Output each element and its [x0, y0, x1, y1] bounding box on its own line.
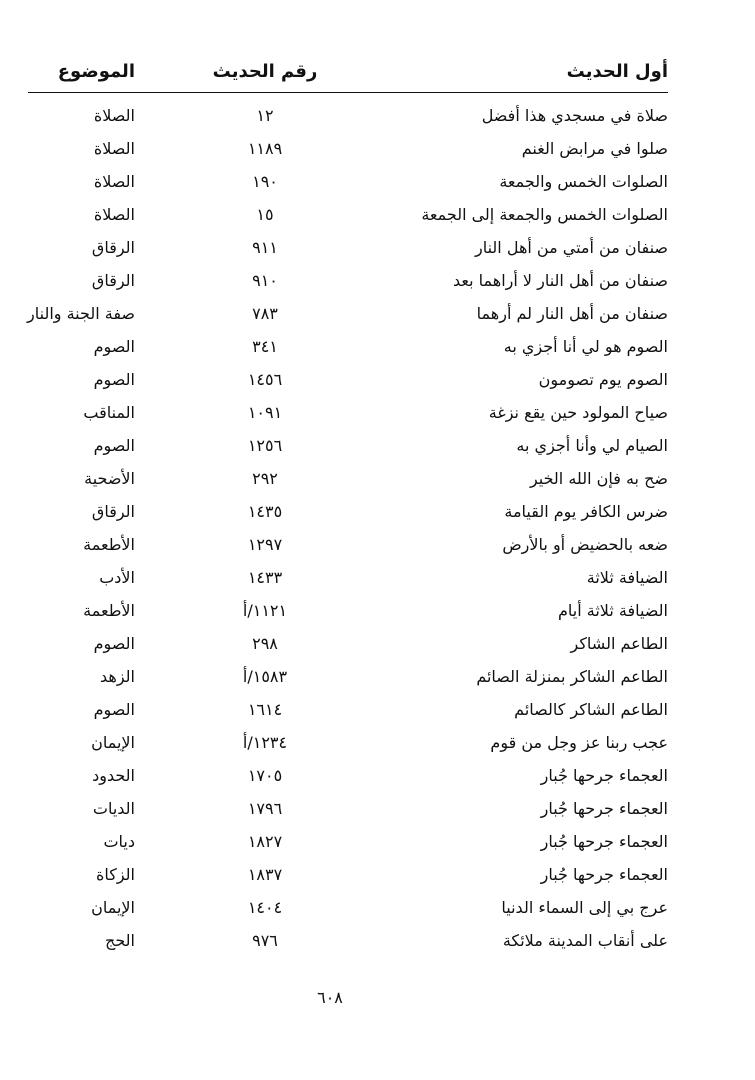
table-cell: ٩١٠	[252, 271, 278, 290]
table-cell: الصلوات الخمس والجمعة	[499, 172, 668, 191]
table-cell: الإيمان	[91, 898, 135, 917]
table-cell: صياح المولود حين يقع نزغة	[488, 403, 668, 422]
table-cell: الصلاة	[93, 172, 135, 191]
table-cell: الطاعم الشاكر	[570, 634, 668, 653]
table-cell: صنفان من أهل النار لا أراهما بعد	[452, 271, 668, 290]
table-cell: ١٧٩٦	[247, 799, 283, 818]
table-cell: على أنقاب المدينة ملائكة	[502, 931, 668, 950]
page-number: ٦٠٨	[317, 988, 343, 1007]
table-cell: عجب ربنا عز وجل من قوم	[490, 733, 668, 752]
header-cell: الموضوع	[57, 61, 135, 82]
table-cell: الضيافة ثلاثة	[586, 568, 668, 587]
header-rule	[28, 92, 668, 93]
table-cell: الأطعمة	[83, 535, 135, 554]
table-cell: الرقاق	[91, 238, 135, 257]
table-cell: الزهد	[100, 667, 135, 686]
table-cell: الصوم هو لي أنا أجزي به	[503, 337, 668, 356]
table-cell: العجماء جرحها جُبار	[540, 832, 668, 851]
table-cell: الطاعم الشاكر بمنزلة الصائم	[476, 667, 668, 686]
table-cell: الصلاة	[93, 106, 135, 125]
table-cell: ٩٧٦	[252, 931, 278, 950]
table-cell: ضعه بالحضيض أو بالأرض	[502, 535, 668, 554]
table-cell: ١٥٨٣/أ	[242, 667, 288, 686]
table-cell: ٣٤١	[252, 337, 278, 356]
table-cell: الديات	[92, 799, 135, 818]
table-cell: الحدود	[92, 766, 135, 785]
table-cell: ٧٨٣	[252, 304, 278, 323]
table-cell: ١١٢١/أ	[242, 601, 288, 620]
table-cell: الصوم	[93, 634, 135, 653]
table-cell: ٩١١	[252, 238, 278, 257]
table-cell: ١٠٩١	[247, 403, 283, 422]
table-cell: ١٩٠	[252, 172, 278, 191]
table-cell: الزكاة	[95, 865, 135, 884]
table-cell: ٢٩٨	[252, 634, 278, 653]
table-cell: ١٢٩٧	[247, 535, 283, 554]
table-cell: ديات	[103, 832, 135, 851]
table-cell: ١٤٥٦	[247, 370, 283, 389]
table-cell: الحج	[105, 931, 135, 950]
table-cell: صنفان من أهل النار لم أرهما	[476, 304, 668, 323]
table-cell: ١٢٥٦	[247, 436, 283, 455]
table-cell: العجماء جرحها جُبار	[540, 799, 668, 818]
table-cell: العجماء جرحها جُبار	[540, 865, 668, 884]
table-cell: ١٢	[256, 106, 274, 125]
table-cell: ١٧٠٥	[247, 766, 283, 785]
table-cell: الرقاق	[91, 502, 135, 521]
table-cell: الأدب	[99, 568, 135, 587]
table-cell: ضح به فإن الله الخير	[529, 469, 668, 488]
table-cell: المناقب	[83, 403, 135, 422]
table-cell: الطاعم الشاكر كالصائم	[514, 700, 668, 719]
table-cell: الصوم	[93, 700, 135, 719]
table-cell: الصيام لي وأنا أجزي به	[516, 436, 668, 455]
table-cell: الأطعمة	[83, 601, 135, 620]
table-cell: الصلاة	[93, 205, 135, 224]
header-cell: رقم الحديث	[212, 61, 318, 82]
table-cell: ١٢٣٤/أ	[242, 733, 288, 752]
table-cell: الصوم	[93, 436, 135, 455]
table-cell: الصلاة	[93, 139, 135, 158]
table-cell: ١٦١٤	[247, 700, 283, 719]
table-cell: الإيمان	[91, 733, 135, 752]
table-cell: ١٤٣٣	[247, 568, 283, 587]
table-cell: الصوم	[93, 370, 135, 389]
header-cell: أول الحديث	[566, 61, 668, 82]
table-cell: ٢٩٢	[252, 469, 278, 488]
table-cell: الصوم يوم تصومون	[538, 370, 668, 389]
table-cell: ١٨٢٧	[247, 832, 283, 851]
table-cell: ١٨٣٧	[247, 865, 283, 884]
table-cell: ١١٨٩	[247, 139, 283, 158]
table-cell: الصلوات الخمس والجمعة إلى الجمعة	[421, 205, 668, 224]
table-cell: صلاة في مسجدي هذا أفضل	[481, 106, 668, 125]
table-cell: ١٥	[256, 205, 274, 224]
table-cell: صنفان من أمتي من أهل النار	[475, 238, 668, 257]
table-cell: عرج بي إلى السماء الدنيا	[501, 898, 668, 917]
table-cell: ١٤٣٥	[247, 502, 283, 521]
table-cell: الأضحية	[84, 469, 135, 488]
table-cell: العجماء جرحها جُبار	[540, 766, 668, 785]
table-cell: الضيافة ثلاثة أيام	[557, 601, 668, 620]
table-cell: صفة الجنة والنار	[27, 304, 135, 323]
table-cell: ضرس الكافر يوم القيامة	[504, 502, 668, 521]
table-cell: الصوم	[93, 337, 135, 356]
table-cell: صلوا في مرابض الغنم	[521, 139, 668, 158]
table-cell: ١٤٠٤	[247, 898, 283, 917]
table-cell: الرقاق	[91, 271, 135, 290]
